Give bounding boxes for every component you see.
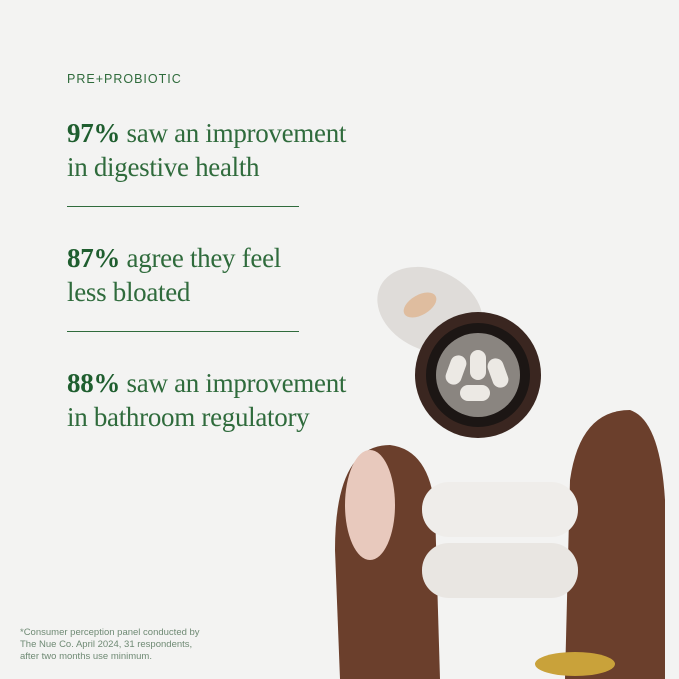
divider — [67, 206, 299, 207]
divider — [67, 331, 299, 332]
stat-text: in bathroom regulatory — [67, 402, 310, 432]
stat-text: saw an improvement — [120, 368, 347, 398]
capsule — [422, 482, 578, 537]
stat-bathroom: 88% saw an improvement in bathroom regul… — [67, 366, 346, 434]
stat-value: 97% — [67, 118, 121, 148]
stat-digestive: 97% saw an improvement in digestive heal… — [67, 116, 346, 184]
stat-value: 87% — [67, 243, 121, 273]
capsule — [422, 543, 578, 598]
finger-right — [565, 410, 665, 679]
category-label: PRE+PROBIOTIC — [67, 72, 182, 86]
stat-bloated: 87% agree they feel less bloated — [67, 241, 281, 309]
ring — [535, 652, 615, 676]
stat-value: 88% — [67, 368, 121, 398]
footnote-line: The Nue Co. April 2024, 31 respondents, — [20, 639, 193, 650]
stat-text: saw an improvement — [120, 118, 347, 148]
product-photo — [335, 266, 665, 679]
stat-text: agree they feel — [120, 243, 282, 273]
footnote: *Consumer perception panel conducted by … — [20, 627, 200, 663]
footnote-line: after two months use minimum. — [20, 651, 152, 662]
stat-text: less bloated — [67, 277, 191, 307]
stat-text: in digestive health — [67, 152, 260, 182]
footnote-line: *Consumer perception panel conducted by — [20, 627, 200, 638]
